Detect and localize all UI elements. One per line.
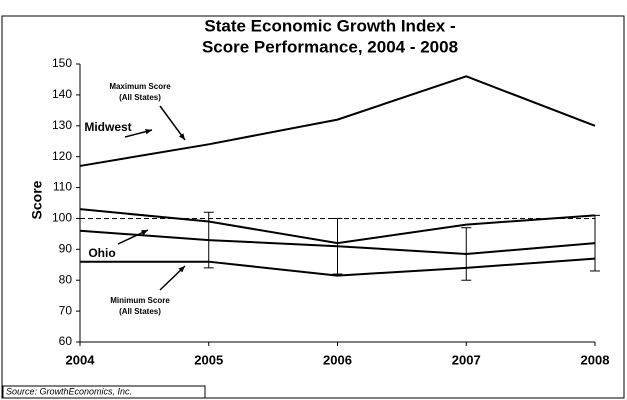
- chart-title: Score Performance, 2004 - 2008: [202, 37, 458, 56]
- y-tick-label: 100: [52, 211, 72, 225]
- series-note: (All States): [119, 93, 161, 102]
- chart-title: State Economic Growth Index -: [204, 16, 455, 35]
- series-line: [80, 257, 596, 277]
- series-line: [79, 208, 596, 245]
- x-tick-label: 2008: [581, 352, 610, 367]
- series-label: Maximum Score: [109, 82, 171, 91]
- y-tick-label: 80: [59, 272, 73, 286]
- x-tick-label: 2005: [194, 352, 223, 367]
- arrow-head: [178, 133, 185, 140]
- y-axis-label: Score: [29, 180, 45, 219]
- y-tick-label: 120: [52, 149, 72, 163]
- arrow: [159, 105, 186, 141]
- series-line: [79, 75, 596, 167]
- y-tick-label: 110: [53, 180, 72, 194]
- series-note: (All States): [119, 307, 161, 316]
- y-tick-label: 90: [59, 242, 73, 256]
- arrow-head: [178, 266, 185, 273]
- y-tick-label: 140: [52, 87, 72, 101]
- y-tick-label: 130: [52, 118, 72, 132]
- y-tick-label: 70: [59, 303, 73, 317]
- x-tick-label: 2004: [66, 352, 96, 367]
- series-line: [79, 229, 596, 255]
- arrow-head: [145, 128, 152, 135]
- x-tick-label: 2007: [452, 352, 481, 367]
- series-label: Minimum Score: [110, 296, 170, 305]
- source-box: [2, 385, 206, 399]
- frame: [1, 15, 625, 399]
- arrow-head: [141, 230, 148, 236]
- series-label: Midwest: [84, 120, 131, 134]
- x-tick-label: 2006: [323, 352, 352, 367]
- y-tick-label: 150: [52, 56, 72, 70]
- source: Source: GrowthEconomics, Inc.: [6, 386, 132, 396]
- y-tick-label: 60: [59, 334, 73, 348]
- series-label: Ohio: [88, 246, 115, 260]
